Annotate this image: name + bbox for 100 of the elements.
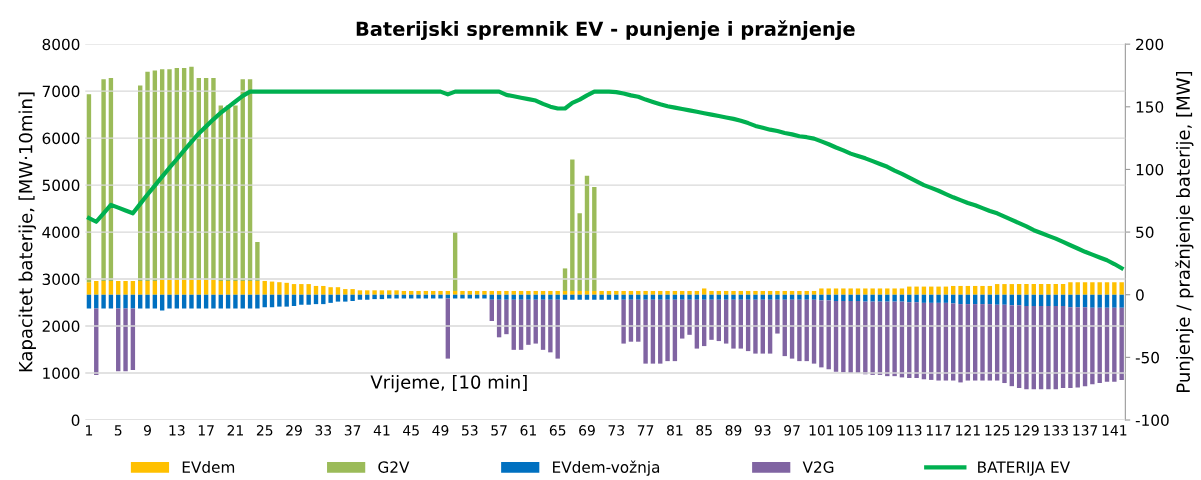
bar [159,279,165,295]
bar [1046,306,1051,390]
bar [284,294,289,307]
bar [1002,294,1007,305]
bar [203,279,209,295]
x-tick-label: 61 [520,425,536,436]
bar [672,294,678,300]
bar [658,290,663,295]
bar [936,302,941,381]
bar [753,290,758,295]
bar [658,294,663,300]
bar [716,294,722,300]
y2-tick-label: -100 [1135,414,1169,427]
bar [936,286,941,295]
bar [247,294,253,309]
y2-tick-label: 0 [1136,289,1144,301]
x-tick-label: 77 [637,425,654,436]
bar [145,71,150,281]
y-tick-label: 6000 [42,132,80,145]
bar [863,301,868,375]
bar [189,66,194,280]
bar [218,280,223,295]
y-tick-label: 8000 [42,38,80,51]
bar [233,280,238,295]
bar [423,290,429,295]
bar [760,290,765,295]
bar [680,290,685,295]
bar [1002,304,1007,384]
bar [1068,307,1073,389]
bar [636,290,641,295]
bar [145,280,150,295]
bar [855,288,861,295]
bar [811,294,817,300]
bar [731,294,736,300]
bar [599,294,604,300]
bar [130,294,136,309]
bar [863,294,868,302]
bar [709,299,714,340]
bar [467,290,472,295]
y-tick-label: 5000 [42,179,80,192]
bar [225,280,231,295]
bar [460,290,465,295]
x-tick-label: 29 [286,425,302,436]
bar [731,299,736,349]
bar [643,299,648,364]
bar [797,294,802,300]
x-tick-label: 81 [666,425,683,436]
bar [1104,282,1110,295]
bar [321,294,326,305]
bar [980,285,985,295]
chart-title: Baterijski spremnik EV - punjenje i pražnjenje [356,20,855,41]
bar [474,290,480,295]
bar [650,294,656,300]
bar [123,294,128,309]
bar [328,294,333,303]
bar [152,294,158,309]
bar [643,294,648,300]
bar [592,186,597,291]
bar [387,290,392,295]
bar [240,280,245,295]
x-tick-label: 129 [1014,425,1039,436]
bar [804,290,809,295]
bar [775,299,780,334]
x-tick-label: 133 [1044,425,1068,436]
bar [496,294,502,300]
x-tick-label: 109 [868,425,893,436]
bar [548,299,553,353]
bar [211,294,216,309]
bar [555,299,560,359]
x-tick-label: 5 [114,425,122,436]
bar [284,282,289,295]
legend-label: EVdem-vožnja [553,460,660,476]
bar [819,300,824,368]
bar [570,290,575,295]
bar [94,294,99,309]
bar [789,294,795,300]
bar [526,290,531,295]
bar [1112,282,1117,295]
bar [877,288,883,295]
bar [379,290,385,295]
bar [980,294,985,305]
bar [811,290,817,295]
bar [555,294,560,300]
bar [767,290,773,295]
x-tick-label: 13 [169,425,185,436]
bar [116,294,121,309]
bar [365,294,370,300]
bar [218,294,223,309]
bar [94,280,99,295]
x-tick-label: 49 [432,425,449,436]
bar [877,294,883,302]
bar [291,284,297,295]
bar [680,294,685,300]
bar [1068,282,1073,295]
bar [1104,294,1110,308]
bar [211,279,216,295]
bar [731,290,736,295]
bar [518,294,524,300]
bar [1031,284,1036,295]
bar [701,294,707,300]
